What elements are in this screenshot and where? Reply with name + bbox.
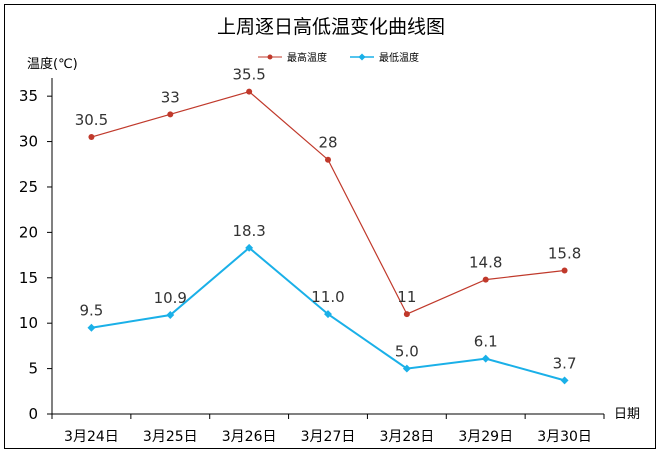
data-point [481, 354, 490, 363]
data-point [87, 323, 96, 332]
x-tick-label: 3月29日 [458, 429, 513, 445]
axes [51, 78, 604, 415]
data-label: 18.3 [232, 222, 265, 240]
y-ticks: 0 5 10 15 20 25 30 35 [19, 87, 52, 423]
x-tick-label: 3月26日 [222, 429, 277, 445]
data-point [325, 156, 331, 163]
series-low: 9.5 10.9 18.3 11.0 5.0 6.1 3.7 [79, 222, 577, 385]
data-point [402, 364, 411, 373]
data-point [324, 310, 332, 319]
data-label: 6.1 [474, 333, 498, 351]
legend: 最高温度 最低温度 [258, 51, 419, 64]
y-tick-label: 35 [19, 87, 38, 105]
data-point [167, 111, 174, 118]
data-point [561, 267, 568, 274]
x-tick-label: 3月30日 [537, 429, 592, 445]
y-tick-label: 10 [19, 314, 38, 332]
y-tick-label: 20 [19, 223, 38, 241]
data-point [403, 311, 410, 318]
legend-marker-low [358, 53, 366, 61]
y-axis-label: 温度(℃) [27, 56, 78, 72]
data-label: 28 [318, 134, 337, 152]
data-point [482, 276, 489, 283]
data-label: 11.0 [311, 288, 344, 306]
y-tick-label: 25 [19, 178, 38, 196]
y-tick-label: 15 [19, 269, 38, 287]
data-label: 30.5 [75, 111, 108, 129]
data-point [245, 243, 254, 252]
data-label: 5.0 [395, 343, 419, 361]
x-tick-label: 3月25日 [143, 429, 198, 445]
y-tick-label: 0 [28, 405, 38, 423]
data-label: 11 [397, 288, 416, 306]
y-tick-label: 5 [28, 360, 38, 378]
data-label: 3.7 [553, 354, 577, 372]
data-label: 33 [161, 88, 180, 106]
legend-label-low: 最低温度 [379, 51, 419, 64]
legend-label-high: 最高温度 [287, 51, 327, 64]
series-layer: 30.5 33 35.5 28 11 14.8 15.8 9.5 10.9 18.3 11.0 5.0… [75, 66, 581, 385]
chart-title: 上周逐日高低温变化曲线图 [217, 16, 445, 38]
x-axis-label: 日期 [614, 407, 640, 422]
series-high: 30.5 33 35.5 28 11 14.8 15.8 [75, 66, 581, 318]
x-tick-label: 3月24日 [64, 429, 119, 445]
x-ticks: 3月24日 3月25日 3月26日 3月27日 3月28日 3月29日 3月30日 [51, 414, 605, 445]
data-label: 9.5 [79, 302, 103, 320]
y-tick-label: 30 [19, 133, 38, 151]
x-tick-label: 3月27日 [301, 429, 356, 445]
data-point [88, 134, 95, 141]
data-point [246, 88, 253, 95]
data-label: 15.8 [548, 245, 581, 263]
data-label: 10.9 [154, 289, 187, 307]
legend-marker-high [267, 54, 273, 60]
data-label: 35.5 [232, 66, 265, 84]
x-tick-label: 3月28日 [379, 429, 434, 445]
data-point [166, 311, 175, 319]
data-label: 14.8 [469, 254, 502, 272]
data-point [560, 376, 569, 385]
series-line [91, 90, 565, 315]
